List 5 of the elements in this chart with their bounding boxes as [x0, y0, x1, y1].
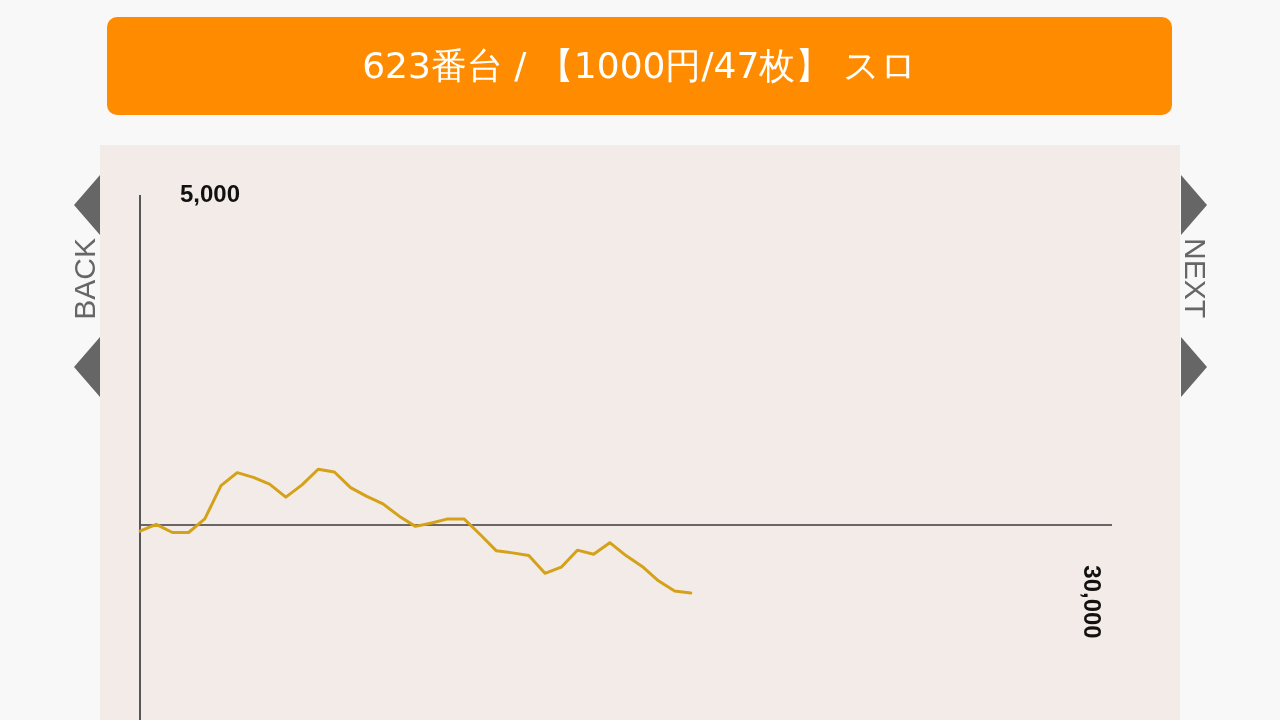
- text: BACK: [68, 238, 102, 320]
- text: 5,000: [180, 180, 241, 208]
- text: NEXT: [1178, 238, 1212, 319]
- chart-title: 623番台 / 【1000円/47枚】 スロ: [107, 17, 1172, 115]
- annotation: 30,000: [1078, 565, 1106, 639]
